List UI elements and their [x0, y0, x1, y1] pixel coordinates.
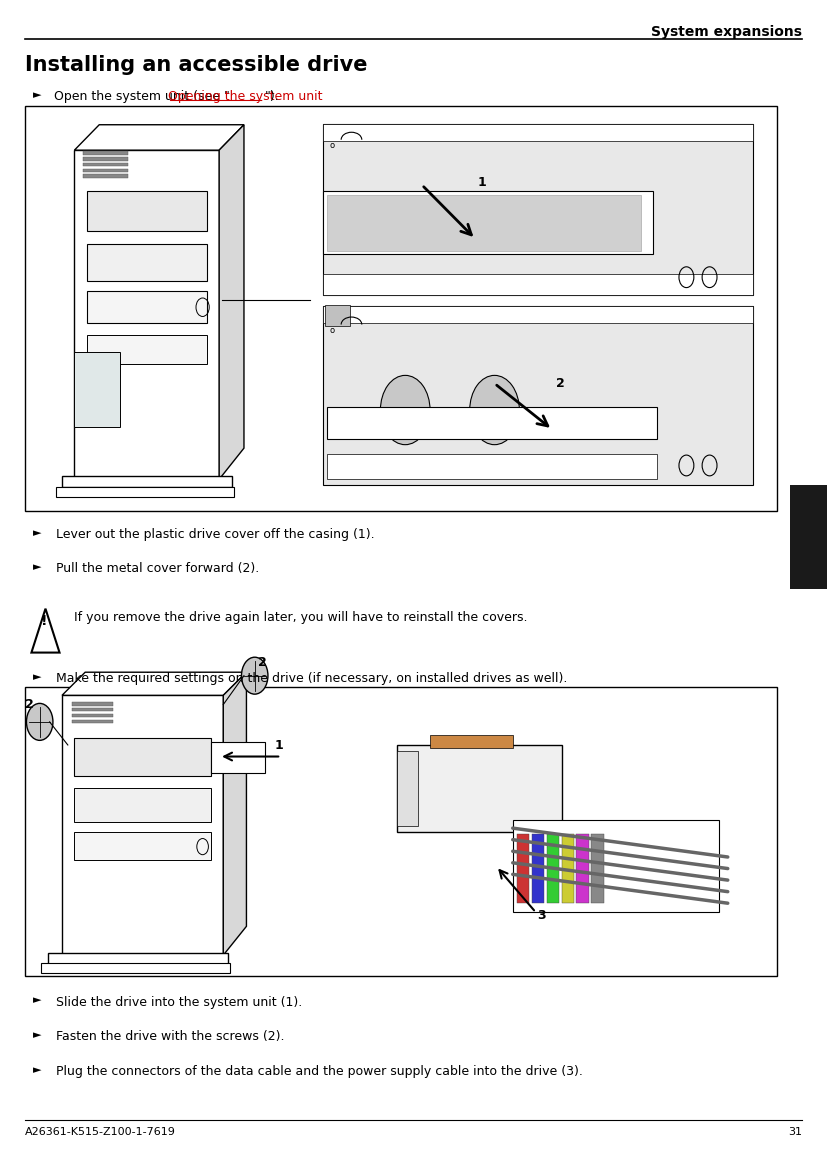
Polygon shape — [219, 125, 244, 479]
Bar — [547, 834, 559, 903]
Bar — [790, 485, 827, 589]
Bar — [83, 174, 128, 178]
Text: ►: ► — [33, 996, 41, 1006]
Bar — [62, 695, 223, 955]
Bar — [323, 306, 753, 485]
Bar — [74, 832, 211, 860]
Text: 1: 1 — [275, 739, 284, 752]
Bar — [62, 476, 232, 487]
Bar — [323, 191, 653, 254]
Bar — [532, 834, 544, 903]
Bar — [74, 150, 219, 479]
Bar — [576, 834, 589, 903]
Text: Open the system unit (see ": Open the system unit (see " — [54, 90, 230, 103]
Bar — [87, 244, 207, 281]
Circle shape — [26, 703, 53, 740]
Bar — [397, 745, 562, 832]
Text: If you remove the drive again later, you will have to reinstall the covers.: If you remove the drive again later, you… — [74, 611, 528, 624]
Bar — [562, 834, 574, 903]
Bar — [325, 305, 350, 326]
Text: Opening the system unit: Opening the system unit — [168, 90, 323, 103]
Bar — [327, 407, 657, 439]
Text: ►: ► — [33, 1030, 41, 1041]
Text: System expansions: System expansions — [651, 25, 802, 39]
Polygon shape — [62, 672, 246, 695]
Bar — [25, 106, 777, 511]
Text: 31: 31 — [788, 1127, 802, 1138]
Bar — [72, 720, 113, 723]
Text: 2: 2 — [258, 656, 267, 669]
Bar — [430, 735, 513, 748]
Text: !: ! — [41, 614, 47, 628]
Text: ►: ► — [33, 1065, 41, 1075]
Text: 2: 2 — [25, 698, 34, 710]
Circle shape — [241, 657, 268, 694]
Text: o: o — [329, 141, 334, 150]
Text: Slide the drive into the system unit (1).: Slide the drive into the system unit (1)… — [56, 996, 303, 1008]
Bar — [72, 708, 113, 711]
Bar — [83, 151, 128, 155]
Bar — [56, 487, 234, 497]
Bar — [87, 291, 207, 323]
Text: ►: ► — [33, 90, 41, 100]
Bar — [72, 714, 113, 717]
Circle shape — [380, 375, 430, 445]
Text: Installing an accessible drive: Installing an accessible drive — [25, 55, 367, 75]
Bar — [83, 157, 128, 161]
Text: ►: ► — [33, 528, 41, 538]
Bar — [25, 687, 777, 976]
Text: Lever out the plastic drive cover off the casing (1).: Lever out the plastic drive cover off th… — [56, 528, 375, 541]
Bar — [513, 820, 719, 912]
Text: Pull the metal cover forward (2).: Pull the metal cover forward (2). — [56, 562, 260, 575]
Bar — [323, 306, 753, 323]
Bar — [517, 834, 529, 903]
Text: ").: "). — [265, 90, 280, 103]
Bar — [323, 274, 753, 295]
Text: Plug the connectors of the data cable and the power supply cable into the drive : Plug the connectors of the data cable an… — [56, 1065, 583, 1078]
Text: o: o — [329, 326, 334, 335]
Bar — [323, 124, 753, 141]
Bar — [72, 702, 113, 706]
Text: Fasten the drive with the screws (2).: Fasten the drive with the screws (2). — [56, 1030, 284, 1043]
Bar — [74, 352, 120, 427]
Bar — [87, 335, 207, 364]
Bar — [74, 738, 211, 776]
Bar — [48, 953, 228, 964]
Bar — [87, 191, 207, 231]
Bar — [83, 163, 128, 166]
Bar — [327, 454, 657, 479]
Bar — [211, 742, 265, 773]
Text: ►: ► — [33, 562, 41, 573]
Text: 1: 1 — [478, 176, 487, 188]
Text: 2: 2 — [556, 377, 565, 389]
Bar — [83, 169, 128, 172]
Bar — [397, 751, 418, 826]
Polygon shape — [223, 672, 246, 955]
Bar — [591, 834, 604, 903]
Bar — [41, 963, 230, 973]
Text: A26361-K515-Z100-1-7619: A26361-K515-Z100-1-7619 — [25, 1127, 175, 1138]
Text: ►: ► — [33, 672, 41, 683]
Circle shape — [470, 375, 519, 445]
Polygon shape — [74, 125, 244, 150]
Bar — [323, 124, 753, 295]
Bar — [74, 788, 211, 822]
Bar — [327, 195, 641, 251]
Text: 3: 3 — [538, 909, 546, 922]
Text: Make the required settings on the drive (if necessary, on installed drives as we: Make the required settings on the drive … — [56, 672, 567, 685]
